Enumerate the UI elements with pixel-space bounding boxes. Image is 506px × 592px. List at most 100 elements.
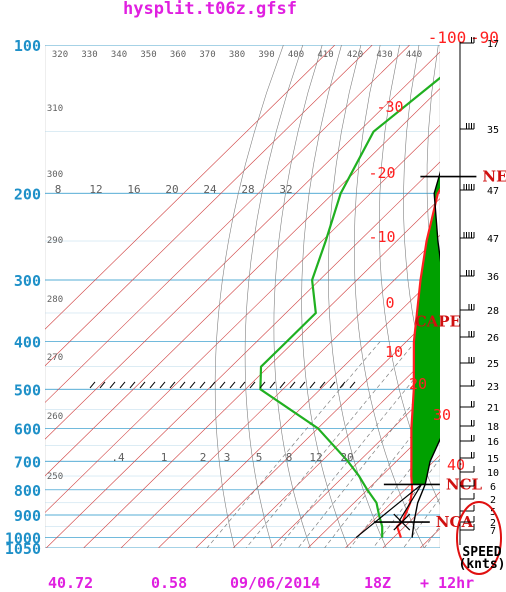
theta-top-label: 390 (258, 50, 274, 60)
theta-top-label: 400 (288, 50, 304, 60)
wind-speed-label: 16 (487, 437, 499, 448)
footer-date: 09/06/2014 (230, 574, 320, 592)
wind-speed-label: 7 (490, 526, 496, 537)
inner-row-label: 12 (89, 183, 102, 196)
theta-left-label: 290 (47, 236, 63, 246)
hatch-mark (319, 381, 326, 389)
hatch-mark (169, 381, 176, 389)
inner-row-label: 32 (279, 183, 292, 196)
theta-left-label: 260 (47, 412, 63, 422)
hatch-mark (89, 381, 96, 389)
inner-row-label: 8 (55, 183, 62, 196)
temperature-top-tick-label: -100 (428, 28, 467, 47)
theta-top-label: 410 (317, 50, 333, 60)
footer-forecast: + 12hr (420, 574, 474, 592)
mixing-ratio-label: 2 (200, 451, 207, 464)
chart-title: hysplit.t06z.gfsf (123, 0, 297, 19)
wind-speed-label: 5 (490, 507, 496, 518)
pressure-tick-label: 400 (14, 334, 41, 352)
theta-left-label: 250 (47, 472, 63, 482)
pressure-tick-label: 700 (14, 453, 41, 471)
mixing-ratio-line (206, 341, 381, 548)
lifting-path-line (398, 484, 422, 522)
wind-speed-label: 18 (487, 422, 499, 433)
dewpoint-line (259, 76, 440, 538)
hatch-mark (199, 381, 206, 389)
pressure-tick-label: 1050 (5, 540, 41, 558)
temperature-right-tick-label: 40 (447, 456, 465, 474)
annotation-label-ncl: NCL (446, 475, 483, 493)
hatch-mark (269, 381, 276, 389)
footer-latitude: 40.72 (48, 574, 93, 592)
isotherm-line (270, 381, 440, 548)
mixing-ratio-label: .4 (111, 451, 125, 464)
hatch-mark (179, 381, 186, 389)
hatch-mark (119, 381, 126, 389)
inner-row-label: 20 (165, 183, 178, 196)
dry-adiabat-line (244, 45, 304, 548)
mixing-ratio-line (324, 399, 440, 548)
wind-speed-label: 36 (487, 272, 499, 283)
dry-adiabat-line (273, 45, 323, 548)
wind-speed-label: 23 (487, 382, 499, 393)
pressure-tick-label: 500 (14, 381, 41, 399)
hatch-mark (219, 381, 226, 389)
theta-left-label: 300 (47, 170, 63, 180)
theta-top-label: 360 (170, 50, 186, 60)
inner-row-label: 24 (203, 183, 217, 196)
annotation-label-ne: NE (482, 168, 506, 186)
mixing-ratio-label: 12 (309, 451, 322, 464)
pressure-tick-label: 100 (14, 37, 41, 55)
wind-speed-label: 47 (487, 186, 499, 197)
temperature-right-tick-label: -30 (376, 98, 403, 116)
cape-area (411, 176, 440, 485)
theta-top-label: 350 (140, 50, 156, 60)
wind-speed-label: 6 (490, 482, 496, 493)
wind-speed-label: 35 (487, 125, 499, 136)
wind-speed-label: 25 (487, 359, 499, 370)
isotherm-line (345, 454, 440, 548)
theta-top-label: 380 (229, 50, 245, 60)
mixing-ratio-label: 3 (224, 451, 231, 464)
footer-longitude: 0.58 (151, 574, 187, 592)
temperature-top-tick-label: -90 (470, 28, 499, 47)
theta-left-label: 310 (47, 104, 63, 114)
dry-adiabat-line (214, 45, 284, 548)
isotherm-line (45, 124, 440, 513)
hatch-mark (159, 381, 166, 389)
pressure-tick-label: 1000 (5, 530, 41, 548)
mixing-ratio-line (278, 346, 440, 548)
wind-speed-label: 21 (487, 403, 499, 414)
isotherm-line (195, 308, 440, 548)
isotherm-line (83, 198, 440, 548)
mixing-ratio-line (245, 341, 416, 548)
mixing-ratio-label: 20 (340, 451, 353, 464)
inner-row-label: 16 (127, 183, 140, 196)
hatch-mark (329, 381, 336, 389)
temperature-right-tick-label: 10 (385, 343, 403, 361)
temperature-right-tick-label: 30 (433, 406, 451, 424)
temperature-line (395, 187, 440, 538)
isotherm-line (158, 271, 440, 548)
label-layer: NECAPENCLNCA1002003004005006007008009001… (5, 28, 506, 558)
hatch-mark (149, 381, 156, 389)
mixing-ratio-label: 5 (256, 451, 263, 464)
grid-layer (45, 45, 440, 548)
isotherm-line (45, 45, 336, 330)
isotherm-line (232, 344, 440, 548)
hatch-mark (139, 381, 146, 389)
isotherm-line (45, 51, 440, 440)
theta-top-label: 340 (111, 50, 127, 60)
annotation-label-cape: CAPE (415, 313, 461, 331)
theta-top-label: 430 (376, 50, 392, 60)
wind-speed-label: 10 (487, 468, 499, 479)
isotherm-line (307, 418, 440, 548)
wind-speed-title: SPEED (462, 545, 501, 560)
hatch-mark (349, 381, 356, 389)
hatch-mark (229, 381, 236, 389)
plot-frame (45, 45, 440, 548)
wind-speed-label: 28 (487, 306, 499, 317)
annotation-label-nca: NCA (436, 513, 474, 531)
